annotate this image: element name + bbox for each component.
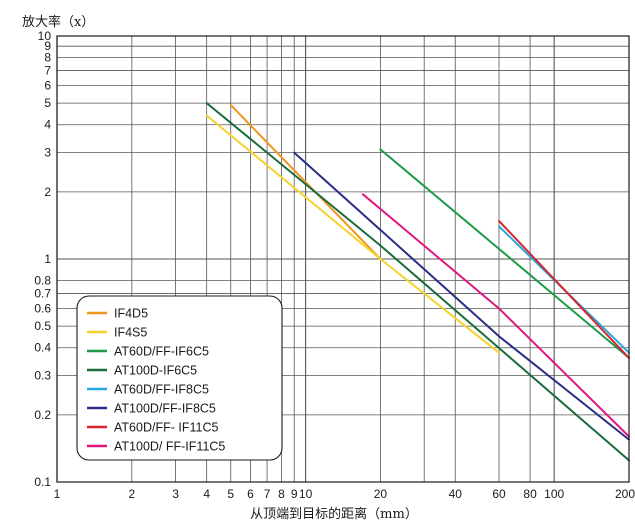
x-tick-label: 2: [128, 487, 135, 501]
x-tick-label: 10: [299, 487, 313, 501]
y-tick-label: 0.3: [34, 369, 51, 383]
x-tick-label: 40: [449, 487, 463, 501]
y-tick-label: 5: [44, 96, 51, 110]
plot-frame: [56, 35, 630, 483]
x-tick-label: 1: [54, 487, 61, 501]
y-tick-label: 7: [44, 64, 51, 78]
y-tick-label: 0.7: [34, 287, 51, 301]
y-tick-label: 0.6: [34, 301, 51, 315]
x-tick-label: 60: [492, 487, 506, 501]
y-tick-label: 10: [38, 29, 52, 43]
y-tick-label: 0.5: [34, 319, 51, 333]
y-tick-label: 8: [44, 51, 51, 65]
series-line: [379, 148, 630, 359]
legend-label: AT100D/FF-IF8C5: [114, 402, 216, 416]
y-tick-label: 0.8: [34, 274, 51, 288]
series-line: [205, 102, 630, 462]
legend-box: [76, 295, 283, 461]
y-tick-label: 0.4: [34, 341, 51, 355]
y-tick-label: 0.2: [34, 408, 51, 422]
legend-label: AT60D/FF-IF6C5: [114, 345, 209, 359]
legend-label: AT100D/ FF-IF11C5: [114, 440, 225, 454]
y-tick-label: 3: [44, 146, 51, 160]
x-tick-label: 100: [544, 487, 564, 501]
x-tick-label: 5: [227, 487, 234, 501]
x-tick-label: 80: [523, 487, 537, 501]
x-tick-label: 4: [203, 487, 210, 501]
series-line: [361, 193, 630, 438]
series-line: [205, 114, 500, 354]
y-tick-label: 0.1: [34, 475, 51, 489]
x-axis-ticks: 1 2 3 4 5 6 7 8 9 10 20 40 60 80 100 200: [54, 487, 635, 501]
y-tick-label: 6: [44, 78, 51, 92]
x-axis-label: 从顶端到目标的距离（mm）: [250, 506, 418, 522]
y-axis-label: 放大率（x）: [22, 14, 94, 30]
x-tick-label: 200: [615, 487, 635, 501]
x-tick-label: 3: [172, 487, 179, 501]
series-line: [229, 104, 382, 260]
y-tick-label: 2: [44, 185, 51, 199]
x-tick-label: 6: [247, 487, 254, 501]
series-lines: [205, 102, 630, 462]
legend-label: AT60D/FF-IF8C5: [114, 383, 209, 397]
legend-label: AT60D/FF- IF11C5: [114, 421, 218, 435]
legend-label: IF4S5: [114, 326, 147, 340]
x-tick-label: 7: [264, 487, 271, 501]
series-line: [498, 220, 630, 359]
x-tick-label: 9: [291, 487, 298, 501]
legend: IF4D5 IF4S5 AT60D/FF-IF6C5 AT100D-IF6C5 AT60…: [76, 295, 283, 461]
y-tick-label: 4: [44, 118, 51, 132]
y-tick-label: 9: [44, 39, 51, 53]
legend-label: IF4D5: [114, 307, 148, 321]
series-line: [293, 151, 630, 441]
legend-label: AT100D-IF6C5: [114, 364, 197, 378]
y-tick-label: 1: [44, 252, 51, 266]
x-tick-label: 8: [278, 487, 285, 501]
x-tick-label: 20: [374, 487, 388, 501]
